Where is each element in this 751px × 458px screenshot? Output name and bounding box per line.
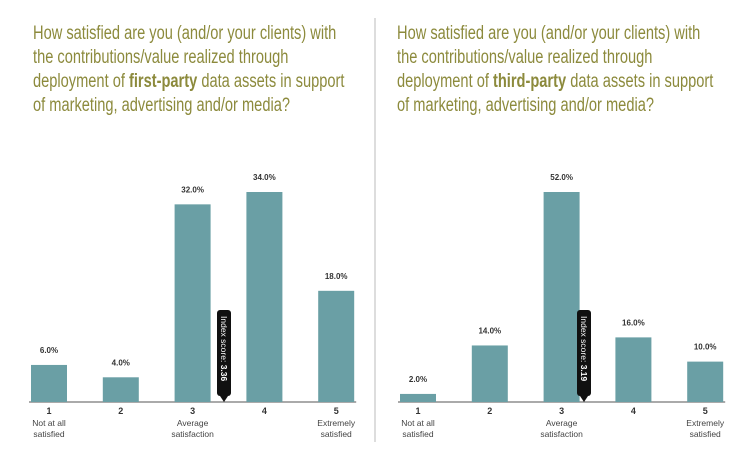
x-sublabel: Not at all [401, 418, 435, 428]
annotation-box [577, 310, 591, 396]
bar [615, 337, 652, 402]
title-text: data assets in support of marketing, adv… [397, 71, 714, 116]
bar [543, 192, 580, 402]
annotation-value: 3.36 [219, 365, 229, 382]
x-sublabel: satisfaction [540, 429, 583, 439]
x-tick-label: 4 [262, 406, 267, 416]
annotation: Index score: 3.36 [219, 316, 229, 382]
value-label: 52.0% [550, 173, 573, 182]
value-label: 10.0% [694, 343, 717, 352]
x-tick-label: 3 [559, 406, 564, 416]
annotation-text: Index score: [219, 316, 229, 362]
chart-title: How satisfied are you (and/or your clien… [33, 22, 356, 118]
x-sublabel: Average [546, 418, 578, 428]
annotation-text: Index score: [579, 316, 589, 362]
x-tick-label: 5 [703, 406, 708, 416]
chart-title: How satisfied are you (and/or your clien… [397, 22, 720, 118]
title-text: How satisfied are you (and/or your clien… [33, 23, 337, 92]
x-tick-label: 1 [46, 406, 51, 416]
x-sublabel: satisfied [33, 429, 64, 439]
x-tick-label: 2 [118, 406, 123, 416]
value-label: 2.0% [409, 375, 427, 384]
bar [400, 393, 436, 402]
annotation-box [217, 310, 231, 396]
annotation-value: 3.19 [579, 365, 589, 382]
x-tick-label: 3 [190, 406, 195, 416]
x-sublabel: Average [177, 418, 209, 428]
value-label: 14.0% [478, 326, 501, 335]
bar [174, 204, 211, 402]
bar [246, 192, 283, 402]
value-label: 32.0% [181, 185, 204, 194]
value-label: 34.0% [253, 173, 276, 182]
value-label: 16.0% [622, 318, 645, 327]
title-text: data assets in support of marketing, adv… [33, 71, 345, 116]
title-bold: first-party [128, 71, 198, 92]
bar [318, 290, 355, 402]
x-sublabel: Extremely [686, 418, 725, 428]
x-tick-label: 2 [487, 406, 492, 416]
x-tick-label: 5 [334, 406, 339, 416]
x-sublabel: satisfied [402, 429, 433, 439]
x-sublabel: Not at all [32, 418, 66, 428]
bar [471, 345, 508, 402]
x-tick-label: 4 [631, 406, 636, 416]
x-sublabel: Extremely [317, 418, 356, 428]
title-bold: third-party [492, 71, 567, 92]
x-sublabel: satisfied [321, 429, 352, 439]
x-sublabel: satisfaction [171, 429, 214, 439]
annotation: Index score: 3.19 [579, 316, 589, 382]
bar [31, 364, 67, 402]
bar [687, 361, 724, 402]
x-tick-label: 1 [415, 406, 420, 416]
value-label: 18.0% [325, 272, 348, 281]
value-label: 4.0% [112, 358, 130, 367]
value-label: 6.0% [40, 346, 58, 355]
annotation-pointer [220, 396, 228, 402]
bar [102, 377, 139, 402]
title-text: How satisfied are you (and/or your clien… [397, 23, 701, 92]
x-sublabel: satisfied [690, 429, 721, 439]
annotation-pointer [580, 396, 588, 402]
